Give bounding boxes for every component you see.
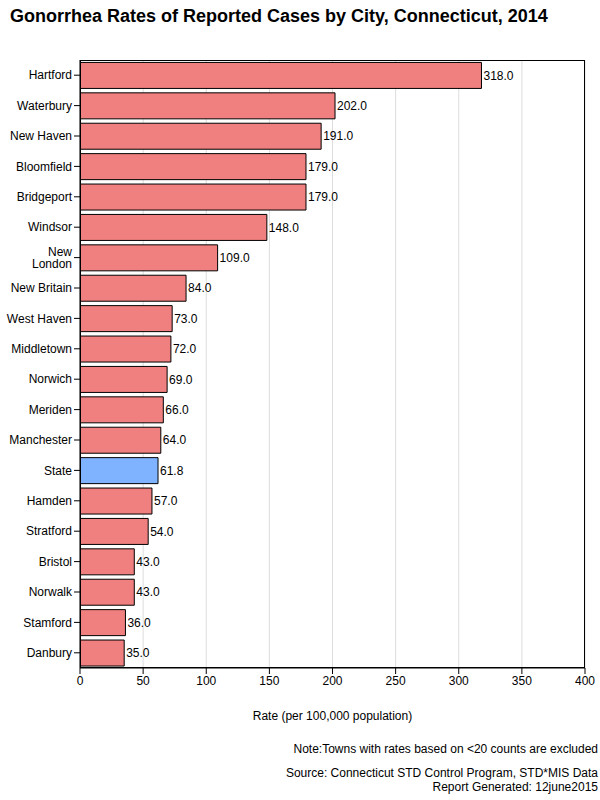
svg-text:318.0: 318.0 [483,69,513,83]
svg-text:Stamford: Stamford [23,616,72,630]
svg-text:Bridgeport: Bridgeport [17,190,73,204]
svg-text:148.0: 148.0 [269,221,299,235]
svg-text:191.0: 191.0 [323,129,353,143]
svg-text:NewLondon: NewLondon [32,245,72,271]
svg-text:61.8: 61.8 [160,464,184,478]
svg-text:Middletown: Middletown [11,342,72,356]
svg-text:73.0: 73.0 [174,312,198,326]
svg-text:Bristol: Bristol [39,555,72,569]
svg-text:Norwalk: Norwalk [29,585,73,599]
svg-text:109.0: 109.0 [220,251,250,265]
svg-text:Norwich: Norwich [29,372,72,386]
svg-text:50: 50 [136,674,150,688]
svg-text:72.0: 72.0 [173,342,197,356]
svg-text:Waterbury: Waterbury [17,99,72,113]
svg-text:Hartford: Hartford [29,68,72,82]
svg-text:Rate (per 100,000 population): Rate (per 100,000 population) [253,709,412,723]
svg-text:57.0: 57.0 [154,494,178,508]
svg-text:250: 250 [386,674,406,688]
svg-text:Meriden: Meriden [29,403,72,417]
svg-text:35.0: 35.0 [126,646,150,660]
svg-text:300: 300 [449,674,469,688]
svg-text:69.0: 69.0 [169,373,193,387]
svg-text:43.0: 43.0 [136,555,160,569]
svg-text:New Britain: New Britain [11,281,72,295]
html-text:Source: Connecticut STD Contro: Source: Connecticut STD Control Program,… [285,766,598,780]
html-text:Note:Towns with rates based on: Note:Towns with rates based on <20 count… [293,742,598,756]
html-text:Gonorrhea Rates of Reported Ca: Gonorrhea Rates of Reported Cases by Cit… [10,6,548,26]
svg-text:54.0: 54.0 [150,525,174,539]
svg-text:Stratford: Stratford [26,524,72,538]
svg-text:200: 200 [322,674,342,688]
svg-text:179.0: 179.0 [308,160,338,174]
svg-text:179.0: 179.0 [308,190,338,204]
svg-text:Hamden: Hamden [27,494,72,508]
svg-text:150: 150 [259,674,279,688]
svg-text:36.0: 36.0 [127,616,151,630]
svg-text:Danbury: Danbury [27,646,72,660]
svg-text:State: State [44,464,72,478]
svg-text:350: 350 [512,674,532,688]
svg-text:West Haven: West Haven [8,312,72,326]
svg-text:400: 400 [575,674,592,688]
svg-text:0: 0 [77,674,84,688]
svg-text:100: 100 [196,674,216,688]
svg-text:66.0: 66.0 [165,403,189,417]
svg-text:43.0: 43.0 [136,585,160,599]
svg-text:84.0: 84.0 [188,281,212,295]
svg-text:Bloomfield: Bloomfield [16,160,72,174]
svg-text:New Haven: New Haven [10,129,72,143]
svg-text:Windsor: Windsor [28,220,72,234]
svg-text:64.0: 64.0 [163,433,187,447]
svg-text:202.0: 202.0 [337,99,367,113]
svg-text:Manchester: Manchester [9,433,72,447]
html-text:Report Generated: 12june2015: Report Generated: 12june2015 [432,780,598,794]
